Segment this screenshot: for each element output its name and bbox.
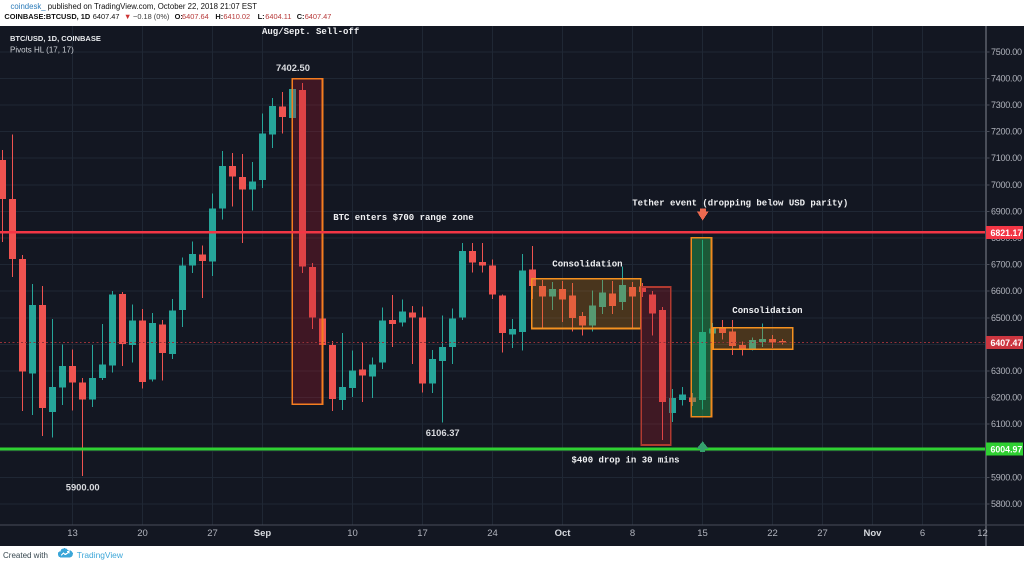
- svg-text:6200.00: 6200.00: [991, 393, 1022, 403]
- svg-text:6900.00: 6900.00: [991, 206, 1022, 216]
- svg-text:6106.37: 6106.37: [426, 427, 460, 438]
- svg-text:Sep: Sep: [254, 528, 272, 539]
- svg-text:7402.50: 7402.50: [276, 62, 310, 73]
- svg-text:▼: ▼: [124, 12, 131, 21]
- svg-text:6821.17: 6821.17: [991, 228, 1023, 238]
- svg-text:6500.00: 6500.00: [991, 313, 1022, 323]
- svg-text:$400 drop in 30 mins: $400 drop in 30 mins: [572, 455, 680, 465]
- svg-text:6: 6: [920, 528, 925, 539]
- svg-text:L:: L:: [258, 12, 265, 21]
- svg-text:Nov: Nov: [864, 528, 883, 539]
- svg-text:24: 24: [487, 528, 498, 539]
- svg-text:coindesk_ published on Trading: coindesk_ published on TradingView.com, …: [11, 2, 258, 11]
- svg-text:BTC/USD, 1D, COINBASE: BTC/USD, 1D, COINBASE: [10, 34, 101, 43]
- svg-text:5900.00: 5900.00: [66, 481, 100, 492]
- svg-text:7000.00: 7000.00: [991, 180, 1022, 190]
- svg-text:O:: O:: [175, 12, 183, 21]
- svg-text:12: 12: [977, 528, 988, 539]
- svg-text:Oct: Oct: [555, 528, 572, 539]
- svg-text:6600.00: 6600.00: [991, 286, 1022, 296]
- svg-text:6004.97: 6004.97: [991, 444, 1023, 454]
- svg-text:6700.00: 6700.00: [991, 260, 1022, 270]
- svg-text:6300.00: 6300.00: [991, 366, 1022, 376]
- svg-text:6404.11: 6404.11: [265, 12, 291, 21]
- svg-text:13: 13: [67, 528, 78, 539]
- svg-text:22: 22: [767, 528, 778, 539]
- svg-text:27: 27: [207, 528, 218, 539]
- svg-text:6407.47: 6407.47: [991, 338, 1023, 348]
- svg-text:27: 27: [817, 528, 828, 539]
- svg-text:Consolidation: Consolidation: [732, 306, 802, 316]
- svg-text:7200.00: 7200.00: [991, 127, 1022, 137]
- svg-text:Pivots HL (17, 17): Pivots HL (17, 17): [10, 46, 74, 55]
- svg-text:6410.02: 6410.02: [223, 12, 250, 21]
- svg-text:6100.00: 6100.00: [991, 419, 1022, 429]
- svg-text:Created with: Created with: [3, 551, 48, 560]
- svg-text:C:: C:: [297, 12, 305, 21]
- svg-text:7100.00: 7100.00: [991, 153, 1022, 163]
- svg-text:5900.00: 5900.00: [991, 472, 1022, 482]
- svg-text:20: 20: [137, 528, 148, 539]
- svg-text:15: 15: [697, 528, 708, 539]
- svg-text:−0.18 (0%): −0.18 (0%): [133, 12, 169, 21]
- svg-text:7400.00: 7400.00: [991, 73, 1022, 83]
- svg-text:Consolidation: Consolidation: [552, 259, 622, 269]
- svg-text:6407.47: 6407.47: [305, 12, 332, 21]
- svg-text:H:: H:: [215, 12, 223, 21]
- svg-text:Tether event (dropping below U: Tether event (dropping below USD parity): [632, 198, 848, 208]
- svg-text:6407.47: 6407.47: [93, 12, 120, 21]
- svg-text:7500.00: 7500.00: [991, 47, 1022, 57]
- svg-text:BTC enters $700 range zone: BTC enters $700 range zone: [333, 213, 473, 223]
- svg-text:5800.00: 5800.00: [991, 499, 1022, 509]
- svg-text:17: 17: [417, 528, 428, 539]
- svg-text:8: 8: [630, 528, 635, 539]
- svg-text:10: 10: [347, 528, 358, 539]
- svg-text:COINBASE:BTCUSD, 1D: COINBASE:BTCUSD, 1D: [4, 12, 90, 21]
- svg-text:Aug/Sept. Sell-off: Aug/Sept. Sell-off: [262, 27, 359, 37]
- svg-text:7300.00: 7300.00: [991, 100, 1022, 110]
- svg-text:TradingView: TradingView: [77, 550, 124, 560]
- svg-text:6407.64: 6407.64: [182, 12, 209, 21]
